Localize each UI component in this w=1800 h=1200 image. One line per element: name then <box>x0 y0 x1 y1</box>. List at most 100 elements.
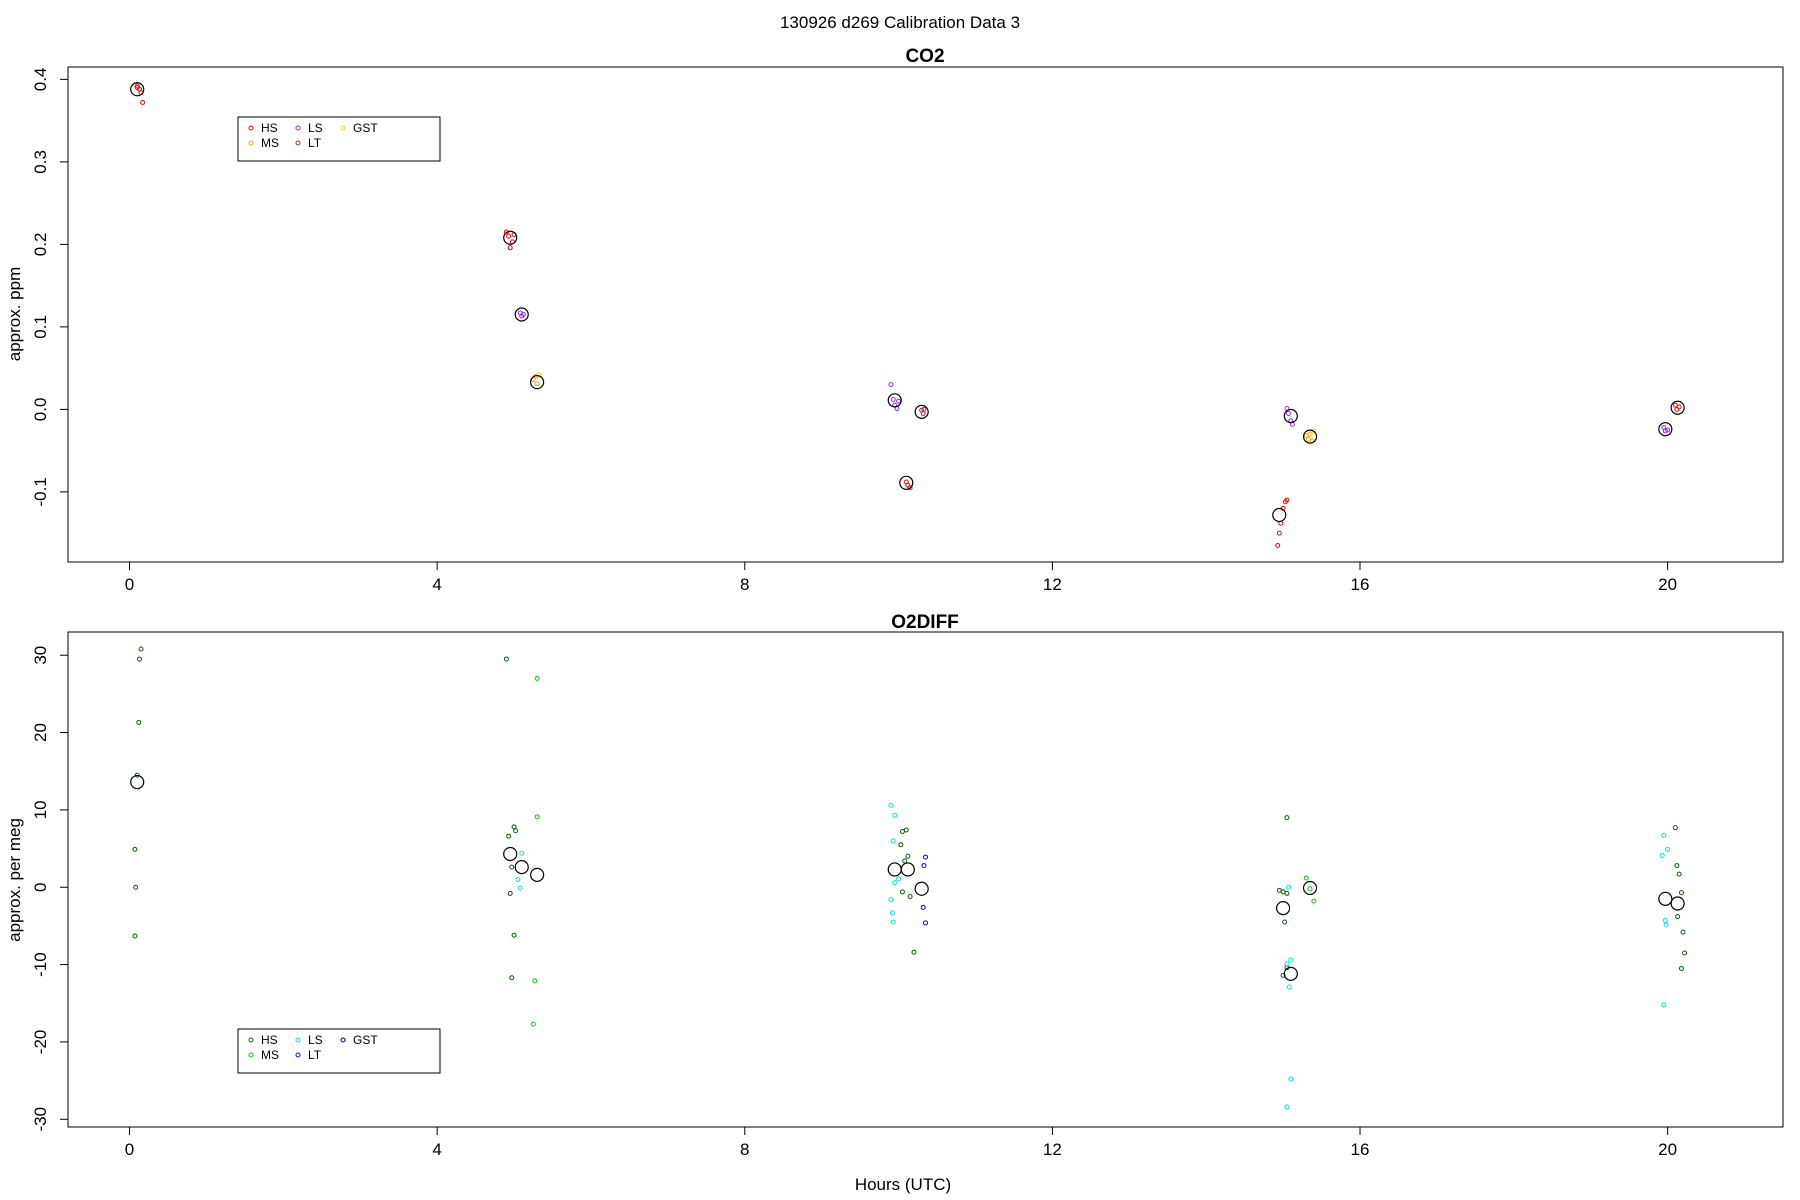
o2diff-point-mean <box>887 862 902 877</box>
co2-point-mean <box>1302 429 1318 444</box>
o2diff-point-mean <box>130 774 145 790</box>
o2diff-point-hs <box>137 656 143 662</box>
o2diff-point-mean <box>900 862 915 877</box>
o2diff-y-tick-label: -20 <box>31 1030 50 1055</box>
o2diff-panel-title: O2DIFF <box>891 612 959 633</box>
co2-x-tick-label: 16 <box>1351 575 1370 594</box>
o2diff-point-hs <box>511 932 517 938</box>
o2diff-point-ls <box>890 919 896 925</box>
o2diff-point-ls <box>1661 1002 1667 1008</box>
co2-y-tick-label: 0.0 <box>31 398 50 422</box>
o2diff-ylabel: approx. per meg <box>5 818 24 942</box>
o2diff-point-ls <box>1284 1104 1290 1110</box>
co2-point-hs <box>1674 406 1680 412</box>
o2diff-point-ls <box>1665 846 1671 852</box>
o2diff-y-tick-label: 0 <box>31 883 50 892</box>
o2diff-point-lt <box>923 854 928 860</box>
o2diff-point-hs <box>907 894 913 900</box>
o2diff-legend-marker-ls <box>295 1037 301 1043</box>
o2diff-point-mean <box>1276 901 1291 916</box>
o2diff-point-mean <box>1302 880 1318 896</box>
co2-panel-title: CO2 <box>905 46 944 67</box>
o2diff-point-hs <box>506 833 512 839</box>
o2diff-point-hs <box>905 853 911 859</box>
o2diff-y-tick-label: -10 <box>31 952 50 977</box>
o2diff-point-ms <box>1307 886 1313 892</box>
co2-legend-label-ms: MS <box>261 136 279 150</box>
co2-legend-label-hs: HS <box>261 121 278 135</box>
co2-point-hs <box>1276 530 1282 536</box>
o2diff-point-hs <box>513 828 519 834</box>
co2-legend-marker-ls <box>295 125 301 131</box>
o2diff-point-ms <box>1303 875 1309 881</box>
o2diff-legend-marker-gst <box>340 1037 346 1043</box>
co2-point-ls <box>890 396 896 402</box>
o2diff-point-hs <box>503 656 509 662</box>
co2-y-tick-label: 0.1 <box>31 315 50 339</box>
o2diff-point-mean <box>1670 896 1685 911</box>
o2diff-point-hs <box>509 975 515 981</box>
o2diff-x-tick-label: 12 <box>1043 1140 1062 1159</box>
o2diff-point-ls <box>892 812 898 818</box>
o2diff-point-ls <box>1662 917 1668 923</box>
o2diff-point-ls <box>1285 884 1291 890</box>
co2-point-ls <box>888 382 894 388</box>
o2diff-panel: O2DIFF approx. per meg 0 4 8 12 16 20 -30-20-… <box>5 612 1784 1159</box>
o2diff-point-mean <box>530 867 545 882</box>
co2-x-tick-label: 12 <box>1043 575 1062 594</box>
o2diff-point-hs <box>1674 863 1680 869</box>
o2diff-plot-frame <box>67 631 1784 1128</box>
co2-point-mean <box>899 475 914 490</box>
o2diff-point-hs <box>911 949 917 955</box>
o2diff-legend-label-ls: LS <box>308 1033 323 1047</box>
co2-point-mean <box>530 375 545 390</box>
co2-point-ls <box>1662 428 1668 434</box>
o2diff-point-ls <box>515 877 521 882</box>
co2-legend-label-gst: GST <box>353 121 378 135</box>
figure-title: 130926 d269 Calibration Data 3 <box>780 13 1020 32</box>
co2-point-mean <box>1283 408 1298 424</box>
o2diff-y-tick-label: 30 <box>31 646 50 665</box>
o2diff-point-ls <box>517 885 523 891</box>
co2-point-ms <box>534 381 540 387</box>
o2diff-legend-label-hs: HS <box>261 1033 278 1047</box>
o2diff-legend-label-lt: LT <box>308 1048 322 1062</box>
o2diff-legend-label-gst: GST <box>353 1033 378 1047</box>
co2-point-hs <box>1676 404 1682 410</box>
o2diff-point-mean <box>1283 966 1298 981</box>
o2diff-y-tick-label: 10 <box>31 800 50 819</box>
o2diff-point-hs <box>902 858 908 864</box>
co2-legend-marker-lt <box>295 140 301 146</box>
co2-point-ms <box>1307 431 1313 437</box>
o2diff-x-tick-label: 16 <box>1351 1140 1370 1159</box>
co2-points <box>130 82 1685 548</box>
o2diff-point-mean <box>914 881 929 896</box>
o2diff-point-ls <box>1288 1076 1294 1082</box>
o2diff-point-hs <box>136 719 142 725</box>
o2diff-point-lt <box>920 904 926 910</box>
o2diff-points <box>130 646 1688 1110</box>
co2-point-mean <box>130 82 145 97</box>
co2-y-tick-label: -0.1 <box>31 477 50 506</box>
o2diff-point-ls <box>896 876 902 882</box>
o2diff-point-ls <box>1288 957 1294 963</box>
co2-point-mean <box>514 307 529 322</box>
co2-point-mean <box>1272 507 1287 523</box>
o2diff-point-ls <box>1663 921 1669 927</box>
o2diff-point-hs <box>132 933 138 939</box>
o2diff-point-hs <box>899 889 905 895</box>
co2-point-hs <box>134 85 140 91</box>
o2diff-point-hs <box>509 864 515 870</box>
co2-point-ls <box>1665 427 1671 433</box>
co2-y-axis: -0.1 0.0 0.1 0.2 0.3 0.4 <box>31 68 68 507</box>
o2diff-point-mean <box>503 846 518 862</box>
o2diff-point-hs <box>1280 972 1286 978</box>
co2-point-mean <box>503 230 518 245</box>
co2-point-lt <box>921 406 927 412</box>
o2diff-point-ms <box>530 1021 536 1027</box>
co2-point-mean <box>914 404 929 419</box>
o2diff-point-ls <box>1659 853 1665 859</box>
o2diff-legend-label-ms: MS <box>261 1048 279 1062</box>
co2-point-hs <box>1275 543 1281 548</box>
